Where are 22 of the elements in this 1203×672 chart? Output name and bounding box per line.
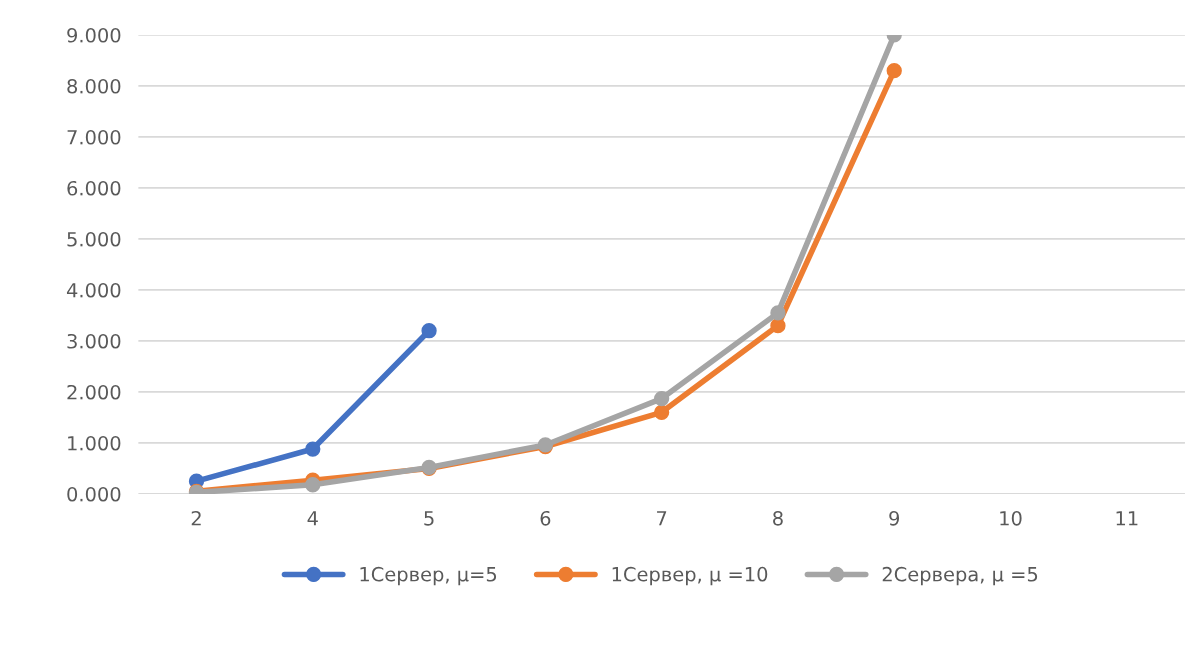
y-tick-label: 5.000 xyxy=(67,231,121,247)
y-tick-label: 2.000 xyxy=(67,384,121,400)
x-tick-label: 8 xyxy=(773,510,783,526)
y-tick-label: 0.000 xyxy=(67,486,121,502)
x-tick-label: 11 xyxy=(1116,511,1138,526)
legend-label: 1Сервер, μ =10 xyxy=(612,566,768,586)
y-tick-label: 7.000 xyxy=(67,129,121,145)
x-tick-label: 10 xyxy=(1000,510,1022,526)
y-tick-label: 6.000 xyxy=(67,180,121,196)
x-tick-label: 6 xyxy=(540,510,551,526)
x-tick-label: 2 xyxy=(191,510,201,526)
x-tick-label: 9 xyxy=(889,510,900,526)
legend-label: 1Сервер, μ=5 xyxy=(360,566,497,586)
x-tick-label: 5 xyxy=(424,511,434,526)
y-tick-label: 9.000 xyxy=(67,27,121,43)
legend-label: 2Сервера, μ =5 xyxy=(882,566,1038,586)
y-tick-label: 3.000 xyxy=(67,333,121,349)
x-tick-label: 4 xyxy=(307,511,318,526)
y-tick-label: 4.000 xyxy=(66,282,121,298)
x-tick-label: 7 xyxy=(657,511,667,526)
y-tick-label: 8.000 xyxy=(67,78,121,94)
y-tick-label: 1.000 xyxy=(68,435,121,451)
